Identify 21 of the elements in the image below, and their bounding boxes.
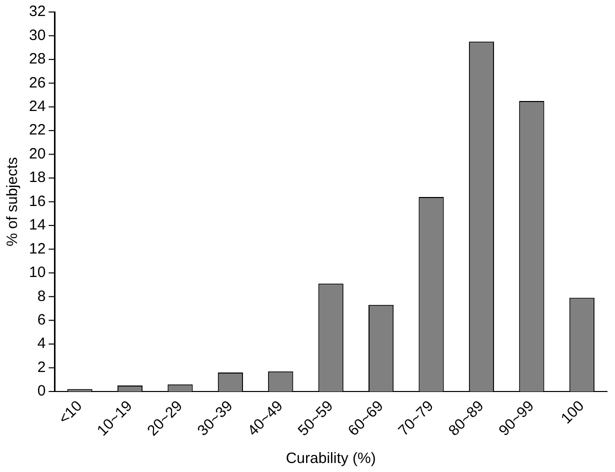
y-tick-label: 24 <box>28 98 46 116</box>
y-tick-label: 20 <box>28 145 46 162</box>
y-tick-label: 10 <box>28 264 46 282</box>
y-tick-label: 26 <box>28 74 46 92</box>
y-tick-label: 2 <box>37 358 46 376</box>
y-tick-label: 32 <box>28 3 46 20</box>
y-tick-label: 16 <box>28 192 46 210</box>
y-tick-label: 8 <box>37 288 46 305</box>
y-tick-label: 28 <box>28 50 46 68</box>
y-axis-title: % of subjects <box>4 157 22 246</box>
y-tick-label: 22 <box>28 122 46 139</box>
y-tick-label: 14 <box>28 216 46 234</box>
x-tick-label: <10 <box>56 398 86 428</box>
y-tick-label: 0 <box>37 382 46 400</box>
x-axis-title: Curability (%) <box>286 450 376 468</box>
y-tick-label: 4 <box>37 335 46 352</box>
y-tick-label: 12 <box>28 240 46 258</box>
x-tick-label: 100 <box>558 398 588 428</box>
y-tick-label: 18 <box>28 169 46 186</box>
y-tick-label: 30 <box>28 26 46 44</box>
y-tick-label: 6 <box>37 311 46 328</box>
